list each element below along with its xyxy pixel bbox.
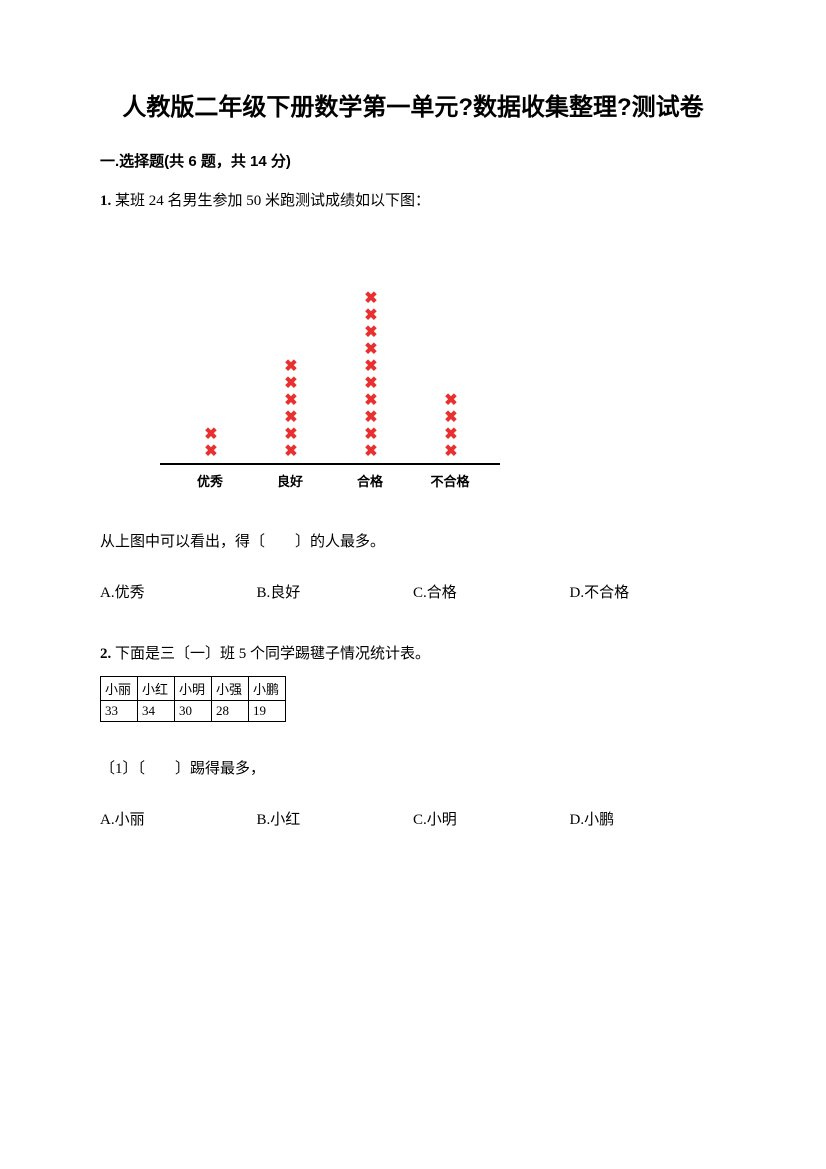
q2-option-a[interactable]: A.小丽 [100,808,257,829]
q2-option-d[interactable]: D.小鹏 [570,808,727,829]
table-cell: 19 [249,701,286,722]
q2-sub-prompt: 〔1〕〔 〕踢得最多， [100,757,726,778]
chart-mark-icon: ✖ [364,428,375,442]
section-heading: 一.选择题(共 6 题，共 14 分) [100,150,726,171]
chart-mark-icon: ✖ [204,428,215,442]
table-cell: 30 [175,701,212,722]
chart-category-label: 合格 [340,471,400,490]
chart-column: ✖✖ [180,428,240,459]
chart-category-label: 优秀 [180,471,240,490]
q1-text: 某班 24 名男生参加 50 米跑测试成绩如以下图： [111,193,430,209]
chart-mark-icon: ✖ [284,377,295,391]
chart-mark-icon: ✖ [364,394,375,408]
q2-table: 小丽小红小明小强小鹏 3334302819 [100,676,286,722]
table-cell: 28 [212,701,249,722]
chart-mark-icon: ✖ [364,326,375,340]
chart-mark-icon: ✖ [364,360,375,374]
chart-mark-icon: ✖ [364,292,375,306]
chart-column: ✖ ✖ ✖ ✖ [420,394,480,459]
q1-options: A.优秀 B.良好 C.合格 D.不合格 [100,581,726,602]
chart-mark-icon: ✖ [284,360,295,374]
chart-mark-icon: ✖ [444,428,455,442]
question-1: 1. 某班 24 名男生参加 50 米跑测试成绩如以下图： [100,189,726,213]
q2-option-b[interactable]: B.小红 [257,808,414,829]
chart-mark-icon: ✖ [364,377,375,391]
chart-mark-icon: ✖ [444,445,455,459]
chart-mark-icon: ✖ [444,411,455,425]
q1-option-b[interactable]: B.良好 [257,581,414,602]
table-cell: 33 [101,701,138,722]
q1-option-a[interactable]: A.优秀 [100,581,257,602]
q1-option-d[interactable]: D.不合格 [570,581,727,602]
q2-number: 2. [100,646,111,662]
chart-mark-icon: ✖ [364,445,375,459]
table-cell: 34 [138,701,175,722]
chart-mark-icon: ✖ [444,394,455,408]
q2-option-c[interactable]: C.小明 [413,808,570,829]
table-header-cell: 小红 [138,677,175,701]
chart-mark-icon: ✖ [284,411,295,425]
question-2: 2. 下面是三〔一〕班 5 个同学踢毽子情况统计表。 [100,642,726,666]
chart-mark-icon: ✖ [284,445,295,459]
chart-category-label: 不合格 [420,471,480,490]
q1-prompt: 从上图中可以看出，得〔 〕的人最多。 [100,530,726,551]
table-header-cell: 小鹏 [249,677,286,701]
chart-mark-icon: ✖ [204,445,215,459]
q1-number: 1. [100,193,111,209]
q1-option-c[interactable]: C.合格 [413,581,570,602]
table-header-cell: 小强 [212,677,249,701]
chart-mark-icon: ✖ [364,411,375,425]
table-header-cell: 小明 [175,677,212,701]
table-header-cell: 小丽 [101,677,138,701]
q2-options: A.小丽 B.小红 C.小明 D.小鹏 [100,808,726,829]
page-title: 人教版二年级下册数学第一单元?数据收集整理?测试卷 [100,90,726,126]
chart-mark-icon: ✖ [284,394,295,408]
chart-mark-icon: ✖ [284,428,295,442]
chart-category-label: 良好 [260,471,320,490]
q1-chart: ✖✖✖✖✖✖✖✖✖✖✖✖✖✖✖✖✖✖✖✖✖✖ 优秀良好合格不合格 [160,243,500,490]
chart-mark-icon: ✖ [364,343,375,357]
chart-column: ✖ ✖ ✖ ✖ ✖ ✖ ✖ ✖ ✖ ✖ [340,292,400,459]
q2-text: 下面是三〔一〕班 5 个同学踢毽子情况统计表。 [111,646,430,662]
chart-column: ✖ ✖ ✖ ✖ ✖ ✖ [260,360,320,459]
chart-mark-icon: ✖ [364,309,375,323]
